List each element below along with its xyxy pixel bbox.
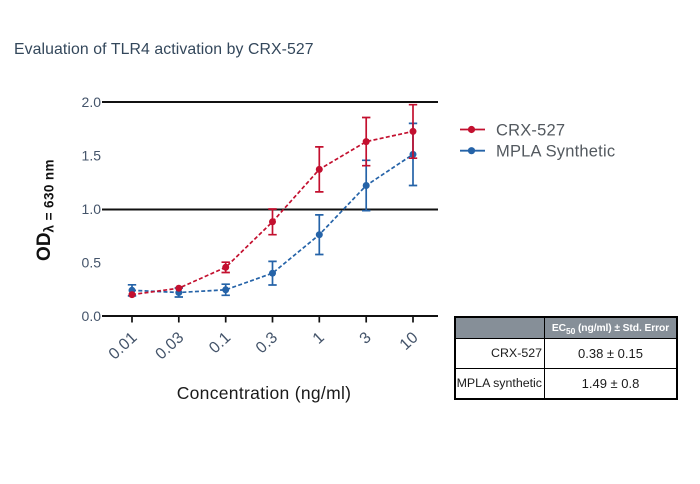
svg-text:0.03: 0.03 xyxy=(153,329,188,363)
svg-text:Concentration (ng/ml): Concentration (ng/ml) xyxy=(177,383,352,403)
svg-text:0.1: 0.1 xyxy=(206,329,234,357)
svg-text:CRX-527: CRX-527 xyxy=(496,122,565,140)
svg-text:1: 1 xyxy=(310,329,328,348)
svg-text:2.0: 2.0 xyxy=(82,94,102,110)
svg-text:0.01: 0.01 xyxy=(106,329,141,363)
svg-text:10: 10 xyxy=(397,329,422,354)
svg-text:0.3: 0.3 xyxy=(253,329,281,357)
svg-text:MPLA Synthetic: MPLA Synthetic xyxy=(496,143,615,161)
svg-text:0.5: 0.5 xyxy=(82,255,102,271)
svg-text:0.0: 0.0 xyxy=(82,308,102,324)
svg-text:ODλ = 630 nm: ODλ = 630 nm xyxy=(34,159,57,261)
svg-text:1.0: 1.0 xyxy=(82,201,102,217)
svg-text:3: 3 xyxy=(357,329,375,348)
svg-text:1.5: 1.5 xyxy=(82,148,102,164)
